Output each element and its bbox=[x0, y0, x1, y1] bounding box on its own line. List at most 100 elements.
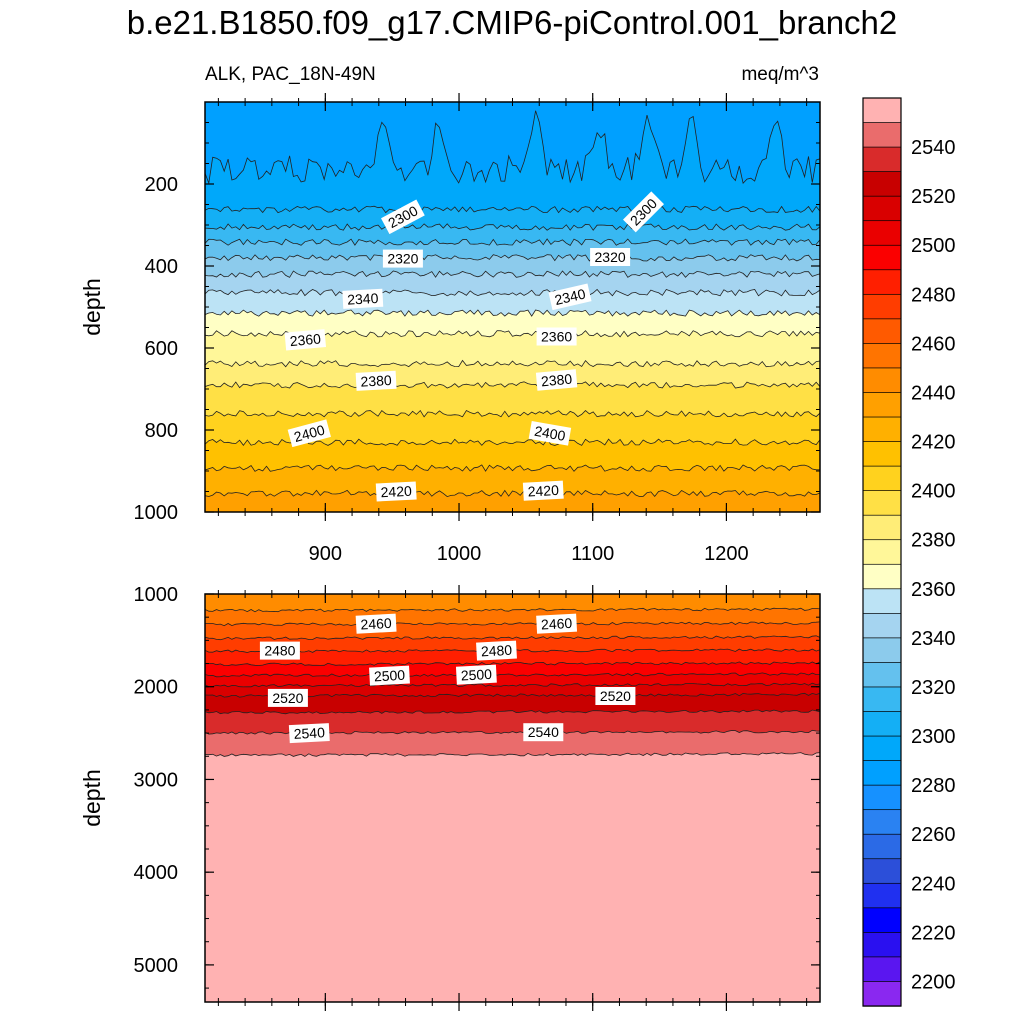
contour-line-2470 bbox=[205, 635, 820, 641]
contour-label-box bbox=[522, 480, 564, 501]
contour-label: 2340 bbox=[548, 283, 592, 311]
contour-label: 2340 bbox=[342, 288, 384, 309]
y-tick-label: 2000 bbox=[134, 677, 179, 699]
contour-label-text: 2320 bbox=[387, 251, 418, 267]
colorbar-frame bbox=[862, 97, 902, 1007]
contour-label: 2420 bbox=[375, 481, 417, 502]
contour-label-text: 2480 bbox=[264, 643, 295, 659]
colorbar-swatch bbox=[862, 416, 902, 443]
contour-label-box bbox=[355, 370, 397, 391]
contour-label-text: 2360 bbox=[541, 329, 572, 345]
contour-label-box bbox=[287, 419, 331, 448]
colorbar-label: 2320 bbox=[911, 677, 956, 699]
y-axis-label: depth bbox=[79, 278, 105, 336]
y-tick-label: 4000 bbox=[134, 862, 179, 884]
contour-label-box bbox=[455, 664, 497, 685]
contour-label: 2400 bbox=[287, 419, 331, 448]
contour-label-text: 2320 bbox=[595, 249, 626, 265]
colorbar-swatch bbox=[862, 563, 902, 590]
contour-label-text: 2420 bbox=[527, 482, 559, 500]
y-tick-label: 200 bbox=[145, 174, 178, 196]
contour-line-2330 bbox=[205, 254, 820, 262]
x-tick-label: 900 bbox=[309, 543, 342, 565]
contour-label-box bbox=[536, 613, 578, 634]
contour-label-box bbox=[381, 199, 425, 235]
contour-line-2290 bbox=[205, 110, 820, 185]
contour-label-text: 2500 bbox=[374, 667, 406, 685]
contour-label: 2400 bbox=[528, 420, 572, 446]
contour-band-2550 bbox=[205, 752, 820, 1002]
colorbar-swatch bbox=[862, 343, 902, 369]
x-tick-label: 1100 bbox=[571, 543, 614, 565]
colorbar-swatch bbox=[862, 833, 902, 860]
contour-label: 2540 bbox=[288, 723, 330, 744]
colorbar-swatch bbox=[862, 981, 902, 1007]
y-tick-label: 3000 bbox=[134, 769, 179, 791]
contour-line-2460 bbox=[205, 621, 820, 627]
y-tick-label: 600 bbox=[145, 338, 178, 360]
y-tick-label: 1000 bbox=[134, 502, 179, 524]
contour-line-2300 bbox=[205, 205, 820, 214]
contour-label-box bbox=[259, 641, 300, 660]
contour-line-2500 bbox=[205, 672, 820, 678]
colorbar-swatch bbox=[862, 711, 902, 737]
contour-label-box bbox=[595, 687, 636, 705]
colorbar-swatch bbox=[862, 735, 902, 762]
contour-line-2420 bbox=[205, 464, 820, 472]
contour-label-text: 2460 bbox=[360, 615, 392, 633]
colorbar-swatch bbox=[862, 171, 902, 197]
contour-line-2550 bbox=[205, 752, 820, 757]
contour-label-text: 2540 bbox=[528, 724, 559, 740]
colorbar-swatch bbox=[862, 637, 902, 664]
colorbar-label: 2480 bbox=[911, 284, 956, 306]
contour-line-2400 bbox=[205, 409, 820, 418]
contour-label: 2380 bbox=[355, 370, 397, 391]
contour-line-2530 bbox=[205, 709, 820, 715]
contour-label: 2520 bbox=[595, 687, 636, 705]
contour-label: 2500 bbox=[369, 665, 410, 686]
colorbar-swatch bbox=[862, 760, 902, 786]
contour-label: 2460 bbox=[536, 613, 578, 634]
colorbar: 2540 2520 2500 2480 2460 2440 2420 2400 2380 2360… bbox=[862, 97, 956, 1007]
colorbar-label: 2520 bbox=[911, 186, 956, 208]
contour-label-text: 2340 bbox=[553, 285, 587, 308]
colorbar-swatch bbox=[862, 809, 902, 835]
x-tick-label: 1000 bbox=[437, 543, 482, 565]
colorbar-label: 2380 bbox=[911, 530, 956, 552]
colorbar-swatch bbox=[862, 686, 902, 713]
y-tick-label: 1000 bbox=[134, 584, 179, 606]
contour-label-text: 2380 bbox=[360, 372, 392, 390]
contour-label-text: 2480 bbox=[481, 642, 513, 660]
contour-line-2390 bbox=[205, 381, 820, 389]
colorbar-label: 2240 bbox=[911, 873, 956, 895]
contour-label-box bbox=[342, 288, 384, 309]
colorbar-swatch bbox=[862, 293, 902, 320]
contour-label-text: 2420 bbox=[380, 483, 412, 501]
y-tick-label: 5000 bbox=[134, 955, 179, 977]
colorbar-label: 2340 bbox=[911, 628, 956, 650]
contour-label-box bbox=[622, 191, 665, 233]
contour-label-text: 2520 bbox=[272, 690, 303, 706]
contour-label-text: 2520 bbox=[600, 688, 631, 704]
contour-label-box bbox=[355, 613, 397, 634]
colorbar-label: 2400 bbox=[911, 481, 956, 503]
contour-label-box bbox=[548, 283, 592, 311]
colorbar-label: 2220 bbox=[911, 922, 956, 944]
contour-label-box bbox=[267, 688, 308, 707]
contour-label-box bbox=[375, 481, 417, 502]
contour-line-2310 bbox=[205, 223, 820, 231]
contour-label: 2320 bbox=[382, 249, 423, 268]
contour-line-2360 bbox=[205, 309, 820, 317]
contour-label-text: 2400 bbox=[292, 421, 326, 445]
contour-label-text: 2340 bbox=[347, 290, 379, 308]
deep-ocean-plot: 2460 2460 2480 2480 2500 2500 2520 2520 2540 2540 bbox=[205, 594, 820, 1002]
colorbar-swatch bbox=[862, 220, 902, 246]
colorbar-label: 2540 bbox=[911, 137, 956, 159]
contour-label-box bbox=[476, 640, 517, 661]
contour-line-2340 bbox=[205, 270, 820, 278]
contour-label: 2420 bbox=[522, 480, 564, 501]
contour-label-box bbox=[369, 665, 410, 686]
colorbar-swatch bbox=[862, 244, 902, 271]
